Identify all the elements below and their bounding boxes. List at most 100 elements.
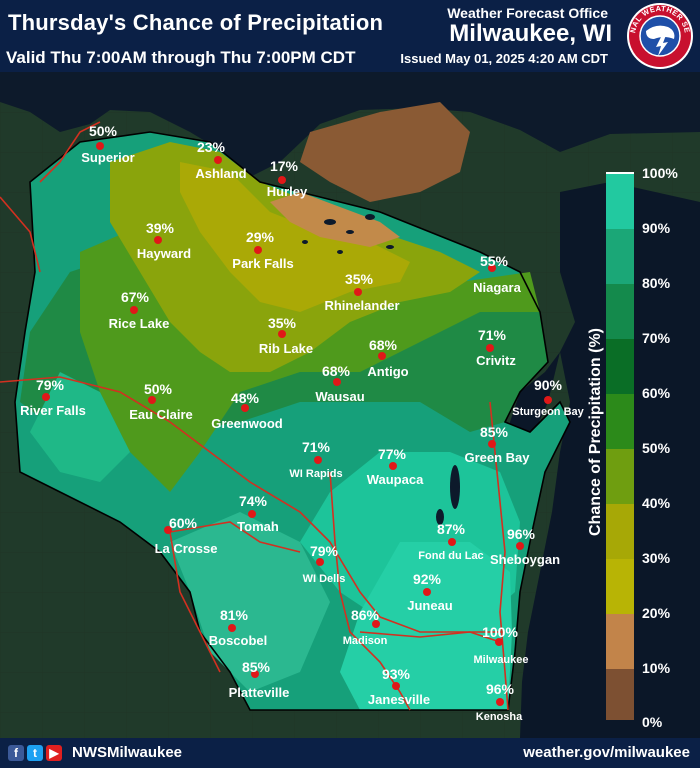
place-sturgeon-bay: 90% Sturgeon Bay bbox=[512, 377, 584, 418]
svg-text:23%: 23% bbox=[197, 139, 226, 155]
band-30-40 bbox=[180, 162, 410, 312]
svg-text:Kenosha: Kenosha bbox=[476, 711, 523, 723]
svg-text:Green Bay: Green Bay bbox=[464, 450, 530, 465]
svg-text:Eau Claire: Eau Claire bbox=[129, 407, 193, 422]
svg-text:79%: 79% bbox=[36, 377, 65, 393]
svg-text:68%: 68% bbox=[322, 363, 351, 379]
legend-title: Chance of Precipitation (%) bbox=[587, 328, 604, 536]
place-rice-lake: 67% Rice Lake bbox=[109, 289, 170, 331]
svg-text:50%: 50% bbox=[144, 381, 173, 397]
svg-text:Waupaca: Waupaca bbox=[367, 472, 424, 487]
legend-tick-0: 0% bbox=[642, 714, 663, 730]
svg-text:50%: 50% bbox=[89, 123, 118, 139]
svg-text:39%: 39% bbox=[146, 220, 175, 236]
svg-text:Superior: Superior bbox=[81, 150, 134, 165]
social-handle[interactable]: NWSMilwaukee bbox=[72, 744, 183, 761]
swatch-30-40 bbox=[606, 504, 634, 559]
band-80-90-sw bbox=[170, 512, 330, 692]
place-platteville: 85% Platteville bbox=[229, 659, 290, 700]
legend-tick-60: 60% bbox=[642, 385, 671, 401]
svg-text:55%: 55% bbox=[480, 253, 509, 269]
website-link[interactable]: weather.gov/milwaukee bbox=[523, 744, 690, 761]
svg-text:100%: 100% bbox=[482, 624, 518, 640]
svg-text:87%: 87% bbox=[437, 521, 466, 537]
place-hayward: 39% Hayward bbox=[137, 220, 191, 261]
svg-text:Niagara: Niagara bbox=[473, 280, 521, 295]
svg-text:WI Rapids: WI Rapids bbox=[289, 468, 342, 480]
swatch-50-60 bbox=[606, 394, 634, 449]
svg-text:68%: 68% bbox=[369, 337, 398, 353]
svg-text:Madison: Madison bbox=[343, 635, 388, 647]
place-rhinelander: 35% Rhinelander bbox=[324, 271, 399, 313]
swatch-40-50 bbox=[606, 449, 634, 504]
place-boscobel: 81% Boscobel bbox=[209, 607, 268, 648]
place-park-falls: 29% Park Falls bbox=[232, 229, 293, 271]
legend-tick-50: 50% bbox=[642, 440, 671, 456]
interstate-roads bbox=[0, 121, 509, 711]
svg-text:Wausau: Wausau bbox=[315, 389, 364, 404]
band-70-80-west bbox=[30, 372, 130, 482]
svg-text:Sheboygan: Sheboygan bbox=[490, 552, 560, 567]
header-bar: Thursday's Chance of Precipitation Valid… bbox=[0, 0, 700, 72]
place-greenwood: 48% Greenwood bbox=[211, 390, 283, 431]
svg-text:90%: 90% bbox=[534, 377, 563, 393]
svg-text:Platteville: Platteville bbox=[229, 685, 290, 700]
youtube-icon[interactable]: ▶ bbox=[46, 745, 62, 761]
place-milwaukee: 100% Milwaukee bbox=[473, 624, 528, 666]
place-wi-rapids: 71% WI Rapids bbox=[289, 439, 342, 480]
svg-text:Juneau: Juneau bbox=[407, 598, 453, 613]
place-fond-du-lac: 87% Fond du Lac bbox=[418, 521, 483, 562]
svg-text:Antigo: Antigo bbox=[367, 364, 408, 379]
place-tomah: 74% Tomah bbox=[237, 493, 279, 534]
social-icons: f t ▶ bbox=[8, 745, 62, 761]
svg-text:86%: 86% bbox=[351, 607, 380, 623]
swatch-0-10 bbox=[606, 669, 634, 720]
svg-text:Hayward: Hayward bbox=[137, 246, 191, 261]
legend-top-line bbox=[606, 172, 634, 174]
svg-text:35%: 35% bbox=[268, 315, 297, 331]
band-20-30 bbox=[270, 192, 400, 247]
facebook-icon[interactable]: f bbox=[8, 745, 24, 761]
place-eau-claire: 50% Eau Claire bbox=[129, 381, 193, 422]
footer-bar: f t ▶ NWSMilwaukee weather.gov/milwaukee bbox=[0, 738, 700, 768]
inland-lakes bbox=[302, 214, 460, 525]
nws-logo: NATIONAL WEATHER SERVICE bbox=[624, 1, 693, 69]
svg-text:85%: 85% bbox=[480, 424, 509, 440]
svg-text:60%: 60% bbox=[169, 515, 198, 531]
lake-superior bbox=[0, 72, 700, 177]
place-superior: 50% Superior bbox=[81, 123, 134, 165]
legend-tick-80: 80% bbox=[642, 275, 671, 291]
legend-tick-100: 100% bbox=[642, 165, 678, 181]
svg-text:71%: 71% bbox=[478, 327, 507, 343]
map-title: Thursday's Chance of Precipitation bbox=[8, 10, 384, 35]
svg-text:Greenwood: Greenwood bbox=[211, 416, 283, 431]
legend-tick-10: 10% bbox=[642, 660, 671, 676]
place-la-crosse: 60% La Crosse bbox=[155, 515, 218, 556]
precip-map: 50% Superior 23% Ashland 17% Hurley 39% Hayw… bbox=[0, 72, 700, 738]
place-juneau: 92% Juneau bbox=[407, 571, 453, 613]
legend-tick-30: 30% bbox=[642, 550, 671, 566]
svg-text:Janesville: Janesville bbox=[368, 692, 430, 707]
svg-text:Hurley: Hurley bbox=[267, 184, 308, 199]
office-label: Weather Forecast Office bbox=[447, 5, 608, 21]
svg-text:Rhinelander: Rhinelander bbox=[324, 298, 399, 313]
place-river-falls: 79% River Falls bbox=[20, 377, 86, 418]
office-city: Milwaukee, WI bbox=[449, 20, 612, 47]
twitter-icon[interactable]: t bbox=[27, 745, 43, 761]
place-green-bay: 85% Green Bay bbox=[464, 424, 530, 465]
place-wi-dells: 79% WI Dells bbox=[303, 543, 346, 585]
band-10-20 bbox=[300, 102, 470, 202]
svg-text:Fond du Lac: Fond du Lac bbox=[418, 550, 483, 562]
svg-text:Sturgeon Bay: Sturgeon Bay bbox=[512, 406, 584, 418]
place-ashland: 23% Ashland bbox=[195, 139, 246, 181]
svg-text:71%: 71% bbox=[302, 439, 331, 455]
band-90-100 bbox=[340, 542, 512, 710]
place-sheboygan: 96% Sheboygan bbox=[490, 526, 560, 567]
valid-period: Valid Thu 7:00AM through Thu 7:00PM CDT bbox=[6, 48, 356, 67]
svg-text:Rice Lake: Rice Lake bbox=[109, 316, 170, 331]
svg-text:96%: 96% bbox=[507, 526, 536, 542]
place-kenosha: 96% Kenosha bbox=[476, 681, 523, 723]
place-niagara: 55% Niagara bbox=[473, 253, 521, 295]
svg-text:Milwaukee: Milwaukee bbox=[473, 654, 528, 666]
place-crivitz: 71% Crivitz bbox=[476, 327, 516, 368]
